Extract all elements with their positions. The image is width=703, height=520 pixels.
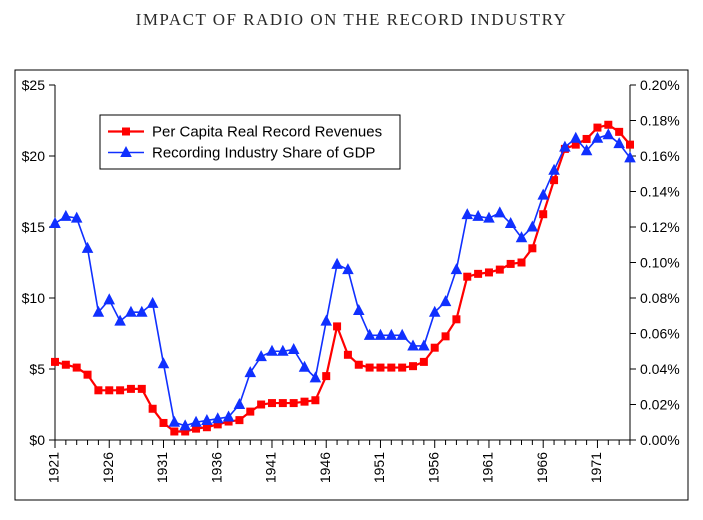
svg-text:0.02%: 0.02% bbox=[640, 397, 680, 413]
svg-text:1966: 1966 bbox=[534, 452, 550, 483]
svg-text:1946: 1946 bbox=[317, 452, 333, 483]
svg-text:$20: $20 bbox=[22, 148, 46, 164]
svg-text:1941: 1941 bbox=[263, 452, 279, 483]
chart-title: IMPACT OF RADIO ON THE RECORD INDUSTRY bbox=[0, 0, 703, 30]
svg-text:0.10%: 0.10% bbox=[640, 255, 680, 271]
svg-text:0.08%: 0.08% bbox=[640, 290, 680, 306]
svg-text:0.06%: 0.06% bbox=[640, 326, 680, 342]
svg-text:Recording Industry Share of GD: Recording Industry Share of GDP bbox=[152, 145, 375, 162]
line-chart: 1921 1926 1931 1936 1941 1946 1951 1956 1961 1966… bbox=[0, 30, 703, 510]
svg-text:1931: 1931 bbox=[154, 452, 170, 483]
svg-text:0.16%: 0.16% bbox=[640, 148, 680, 164]
svg-text:Per Capita Real Record Revenue: Per Capita Real Record Revenues bbox=[152, 124, 382, 141]
svg-text:$25: $25 bbox=[22, 77, 46, 93]
svg-text:0.14%: 0.14% bbox=[640, 184, 680, 200]
svg-text:1951: 1951 bbox=[371, 452, 387, 483]
svg-text:1936: 1936 bbox=[208, 452, 224, 483]
svg-text:1961: 1961 bbox=[480, 452, 496, 483]
svg-text:0.04%: 0.04% bbox=[640, 361, 680, 377]
svg-text:1971: 1971 bbox=[588, 452, 604, 483]
svg-text:0.12%: 0.12% bbox=[640, 219, 680, 235]
svg-text:$5: $5 bbox=[29, 361, 45, 377]
svg-text:1921: 1921 bbox=[46, 452, 62, 483]
svg-text:$10: $10 bbox=[22, 290, 46, 306]
svg-text:1926: 1926 bbox=[100, 452, 116, 483]
svg-text:0.00%: 0.00% bbox=[640, 432, 680, 448]
svg-text:$0: $0 bbox=[29, 432, 45, 448]
svg-text:0.20%: 0.20% bbox=[640, 77, 680, 93]
svg-text:$15: $15 bbox=[22, 219, 46, 235]
svg-text:0.18%: 0.18% bbox=[640, 113, 680, 129]
svg-text:1956: 1956 bbox=[425, 452, 441, 483]
